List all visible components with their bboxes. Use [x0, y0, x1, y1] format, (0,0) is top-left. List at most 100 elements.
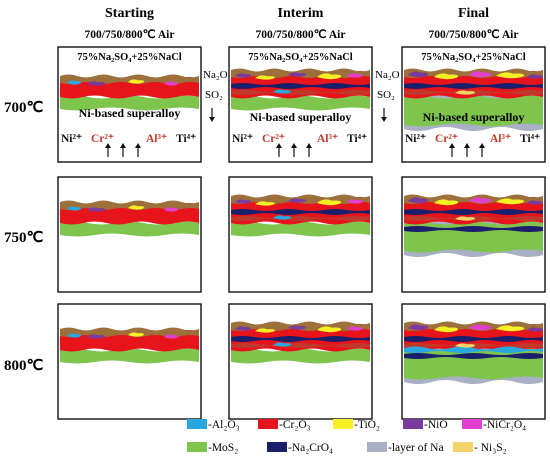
nicr2o4-blob — [164, 207, 179, 212]
tio2-blob — [128, 332, 145, 337]
tio2-blob — [255, 75, 276, 80]
salt-label: 75%Na₂SO₄+25%NaCl — [77, 52, 182, 63]
ion-label-2: Cr²⁺ — [91, 133, 114, 145]
tio2-blob-2 — [496, 325, 525, 332]
nicr2o4-blob — [347, 199, 364, 204]
tio2-blob-2 — [317, 326, 342, 333]
substrate-label: Ni-based superalloy — [423, 110, 525, 124]
transition-na2o: Na₂O — [203, 69, 228, 81]
legend-label-3: -TiO₂ — [354, 419, 380, 431]
row-label-2: 750℃ — [4, 230, 44, 246]
al2o3-blob — [67, 206, 82, 211]
column-subtitle-2: 700/750/800℃ Air — [256, 28, 346, 41]
ion-label-3: Al³⁺ — [490, 133, 511, 145]
legend-label-9: - Ni₃S₂ — [474, 442, 507, 454]
mos2-layer — [60, 348, 199, 364]
column-title-1: Starting — [105, 6, 154, 21]
transition-arrow-head — [381, 117, 387, 122]
tio2-blob-2 — [317, 73, 342, 80]
legend-swatch-8 — [367, 442, 387, 452]
panel-r1-c2: 75%Na₂SO₄+25%NaCl Ni-based superalloy Ni²⁺… — [228, 46, 373, 163]
na2cro4-streak — [404, 209, 543, 215]
nicr2o4-blob — [164, 81, 179, 86]
nio-blob — [408, 71, 429, 78]
cr2o3-streak — [231, 343, 370, 348]
panel-r2-c1 — [57, 176, 202, 293]
na2cro4-streak — [231, 336, 370, 342]
transition-1: Na₂O SO₂ — [203, 69, 228, 122]
column-subtitle-3: 700/750/800℃ Air — [429, 28, 519, 41]
nio-blob — [235, 73, 252, 78]
mos2-layer-lower — [404, 107, 543, 127]
al2o3-band — [404, 346, 543, 353]
cr2o3-streak — [231, 216, 370, 221]
diffusion-arrow-head — [306, 143, 312, 148]
legend-label-6: -MoS₂ — [208, 442, 238, 454]
tio2-blob — [255, 201, 276, 206]
legend-swatch-5 — [462, 419, 482, 429]
ni3s2-blob — [455, 216, 476, 221]
ion-label-1: Ni²⁺ — [61, 133, 82, 145]
nio-blob — [87, 334, 106, 339]
diffusion-arrow-head — [276, 143, 282, 148]
column-title-2: Interim — [278, 6, 324, 21]
diffusion-arrow-head — [105, 143, 111, 148]
mos2-layer — [60, 95, 199, 111]
nio-blob — [408, 324, 429, 331]
transition-so2: SO₂ — [205, 89, 223, 101]
panel-r3-c3 — [401, 303, 546, 420]
al2o3-blob — [67, 80, 82, 85]
mos2-layer — [231, 95, 370, 111]
panel-r1-c3: 75%Na₂SO₄+25%NaCl Ni-based superalloy Ni²⁺… — [401, 46, 546, 163]
panel-r1-c1: 75%Na₂SO₄+25%NaCl Ni-based superalloy Ni²⁺… — [57, 46, 202, 163]
na2cro4-streak — [404, 336, 543, 342]
nio-blob-2 — [288, 72, 307, 77]
na2cro4-deep — [404, 226, 543, 232]
tio2-blob — [434, 73, 459, 80]
transition-so2: SO₂ — [377, 89, 395, 101]
nio-blob — [87, 207, 106, 212]
row-label-3: 800℃ — [4, 358, 44, 374]
salt-label: 75%Na₂SO₄+25%NaCl — [421, 52, 526, 63]
ion-label-2: Cr²⁺ — [262, 133, 285, 145]
ion-label-3: Al³⁺ — [146, 133, 167, 145]
mos2-layer-lower — [404, 233, 543, 253]
nicr2o4-blob — [347, 326, 364, 331]
legend-swatch-7 — [267, 442, 287, 452]
panel-r3-c1 — [57, 303, 202, 420]
diffusion-arrow-head — [120, 143, 126, 148]
tio2-blob-2 — [496, 198, 525, 205]
nio-blob-2 — [527, 74, 544, 79]
legend-swatch-2 — [258, 419, 278, 429]
tio2-blob-2 — [496, 72, 525, 79]
transition-arrow-head — [209, 117, 215, 122]
nicr2o4-blob — [469, 324, 492, 331]
al2o3-blob — [67, 333, 82, 338]
legend-swatch-1 — [187, 419, 207, 429]
nio-blob — [87, 81, 106, 86]
mos2-layer-lower — [404, 360, 543, 380]
panel-r2-c2 — [228, 176, 373, 293]
ni3s2-blob — [455, 343, 476, 348]
al2o3-blob — [273, 89, 292, 94]
al2o3-blob — [273, 215, 292, 220]
nio-blob — [235, 199, 252, 204]
legend-swatch-4 — [403, 419, 423, 429]
nicr2o4-blob — [347, 73, 364, 78]
legend-swatch-6 — [187, 442, 207, 452]
legend-label-1: -Al₂O₃ — [208, 419, 240, 431]
substrate-label: Ni-based superalloy — [79, 106, 181, 120]
diffusion-arrow-head — [135, 143, 141, 148]
legend: -Al₂O₃ -Cr₂O₃ -TiO₂ -NiO -NiCr₂O₄ -MoS₂ -Na₂Cr… — [187, 419, 526, 454]
na2cro4-deep — [404, 353, 543, 359]
tio2-blob — [255, 328, 276, 333]
substrate-label: Ni-based superalloy — [250, 110, 352, 124]
diffusion-arrow-head — [449, 143, 455, 148]
cr2o3-streak — [231, 90, 370, 95]
nio-blob-2 — [288, 198, 307, 203]
row-label-1: 700℃ — [4, 100, 44, 116]
mos2-layer — [231, 348, 370, 364]
legend-label-5: -NiCr₂O₄ — [483, 419, 526, 431]
ion-label-3: Al³⁺ — [317, 133, 338, 145]
